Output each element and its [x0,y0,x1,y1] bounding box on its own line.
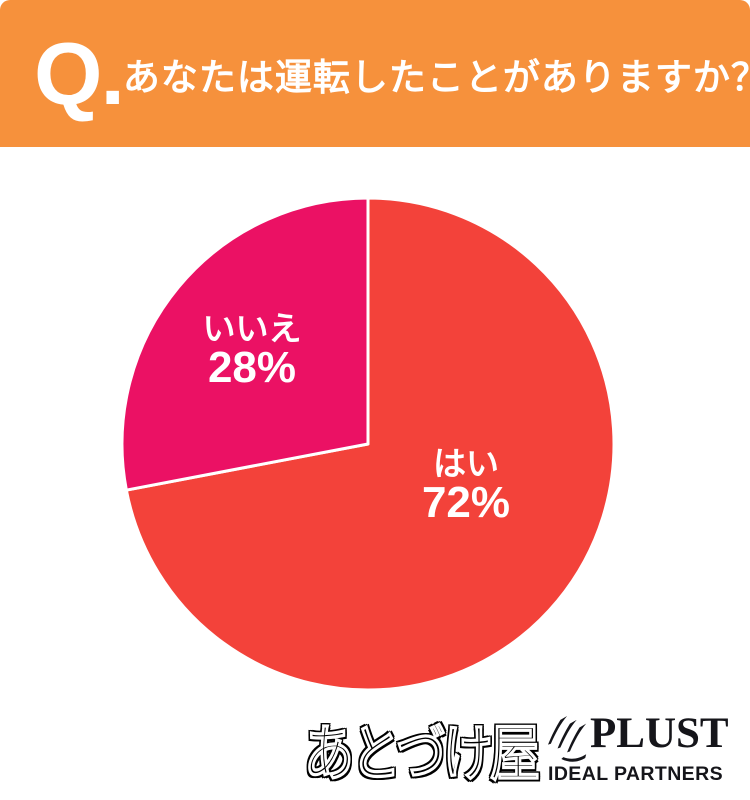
slice-percentage-0: 72% [422,478,510,527]
question-title: あなたは運転したことがありますか？ [122,56,750,98]
plust-tagline: IDEAL PARTNERS [548,763,723,785]
plust-wordmark: PLUST [590,710,729,757]
plust-logo: PLUST IDEAL PARTNERS [548,712,729,786]
slice-label-0: はい [433,445,499,482]
pie-slice-1 [120,196,370,492]
triple-slash-icon [548,714,590,762]
q-mark: Q. [34,23,125,123]
atozukeya-logo: あとづけ屋 [304,717,541,790]
slice-percentage-1: 28% [208,343,296,392]
plust-logo-row: PLUST [548,712,729,762]
slice-label-1: いいえ [203,310,302,347]
question-header: Q. あなたは運転したことがありますか？ [0,0,750,147]
pie-slice-0 [124,196,616,692]
